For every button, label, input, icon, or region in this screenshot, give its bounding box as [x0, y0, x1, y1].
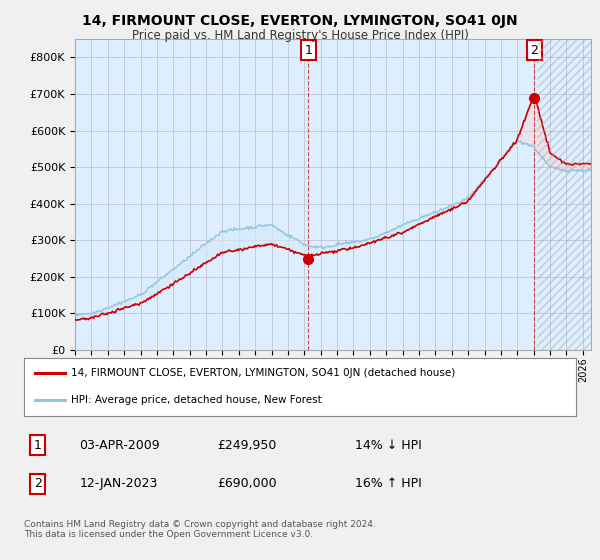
Text: 16% ↑ HPI: 16% ↑ HPI — [355, 477, 422, 490]
Text: £690,000: £690,000 — [217, 477, 277, 490]
Text: Price paid vs. HM Land Registry's House Price Index (HPI): Price paid vs. HM Land Registry's House … — [131, 29, 469, 42]
Text: £249,950: £249,950 — [217, 439, 277, 452]
Text: HPI: Average price, detached house, New Forest: HPI: Average price, detached house, New … — [71, 395, 322, 405]
Text: 2: 2 — [530, 44, 538, 57]
Text: Contains HM Land Registry data © Crown copyright and database right 2024.
This d: Contains HM Land Registry data © Crown c… — [24, 520, 376, 539]
Text: 03-APR-2009: 03-APR-2009 — [79, 439, 160, 452]
Text: 14, FIRMOUNT CLOSE, EVERTON, LYMINGTON, SO41 0JN: 14, FIRMOUNT CLOSE, EVERTON, LYMINGTON, … — [82, 14, 518, 28]
Text: 2: 2 — [34, 477, 42, 490]
Text: 14, FIRMOUNT CLOSE, EVERTON, LYMINGTON, SO41 0JN (detached house): 14, FIRMOUNT CLOSE, EVERTON, LYMINGTON, … — [71, 368, 455, 379]
Text: 1: 1 — [34, 439, 42, 452]
Text: 14% ↓ HPI: 14% ↓ HPI — [355, 439, 422, 452]
Text: 12-JAN-2023: 12-JAN-2023 — [79, 477, 158, 490]
Text: 1: 1 — [304, 44, 313, 57]
